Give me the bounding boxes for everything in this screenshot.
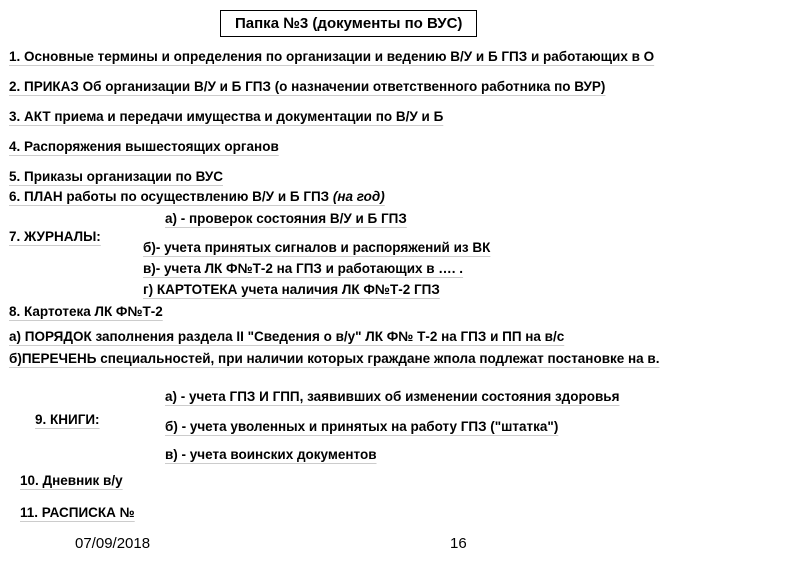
title-box: Папка №3 (документы по ВУС) <box>220 10 477 37</box>
item-10: 10. Дневник в/у <box>20 472 123 490</box>
item-11: 11. РАСПИСКА № <box>20 504 135 522</box>
item-7b: б)- учета принятых сигналов и распоряжен… <box>143 239 490 257</box>
item-7d: г) КАРТОТЕКА учета наличия ЛК Ф№Т-2 ГПЗ <box>143 281 440 299</box>
item-7: 7. ЖУРНАЛЫ: <box>9 228 101 246</box>
footer-page: 16 <box>450 535 467 552</box>
item-9: 9. КНИГИ: <box>35 411 100 429</box>
item-6: 6. ПЛАН работы по осуществлению В/У и Б … <box>9 188 385 206</box>
item-8a: а) ПОРЯДОК заполнения раздела II "Сведен… <box>9 328 564 346</box>
item-8b: б)ПЕРЕЧЕНЬ специальностей, при наличии к… <box>9 350 660 368</box>
item-8: 8. Картотека ЛК Ф№Т-2 <box>9 303 163 321</box>
item-7a: а) - проверок состояния В/У и Б ГПЗ <box>165 210 407 228</box>
item-2: 2. ПРИКАЗ Об организации В/У и Б ГПЗ (о … <box>9 78 605 96</box>
item-4: 4. Распоряжения вышестоящих органов <box>9 138 279 156</box>
item-9b: б) - учета уволенных и принятых на работ… <box>165 418 558 436</box>
item-9c: в) - учета воинских документов <box>165 446 377 464</box>
item-9a: а) - учета ГПЗ И ГПП, заявивших об измен… <box>165 388 619 406</box>
footer-date: 07/09/2018 <box>75 535 150 552</box>
title-text: Папка №3 (документы по ВУС) <box>235 15 462 32</box>
item-3: 3. АКТ приема и передачи имущества и док… <box>9 108 443 126</box>
item-7c: в)- учета ЛК Ф№Т-2 на ГПЗ и работающих в… <box>143 260 463 278</box>
item-5: 5. Приказы организации по ВУС <box>9 168 223 186</box>
item-1: 1. Основные термины и определения по орг… <box>9 48 654 66</box>
